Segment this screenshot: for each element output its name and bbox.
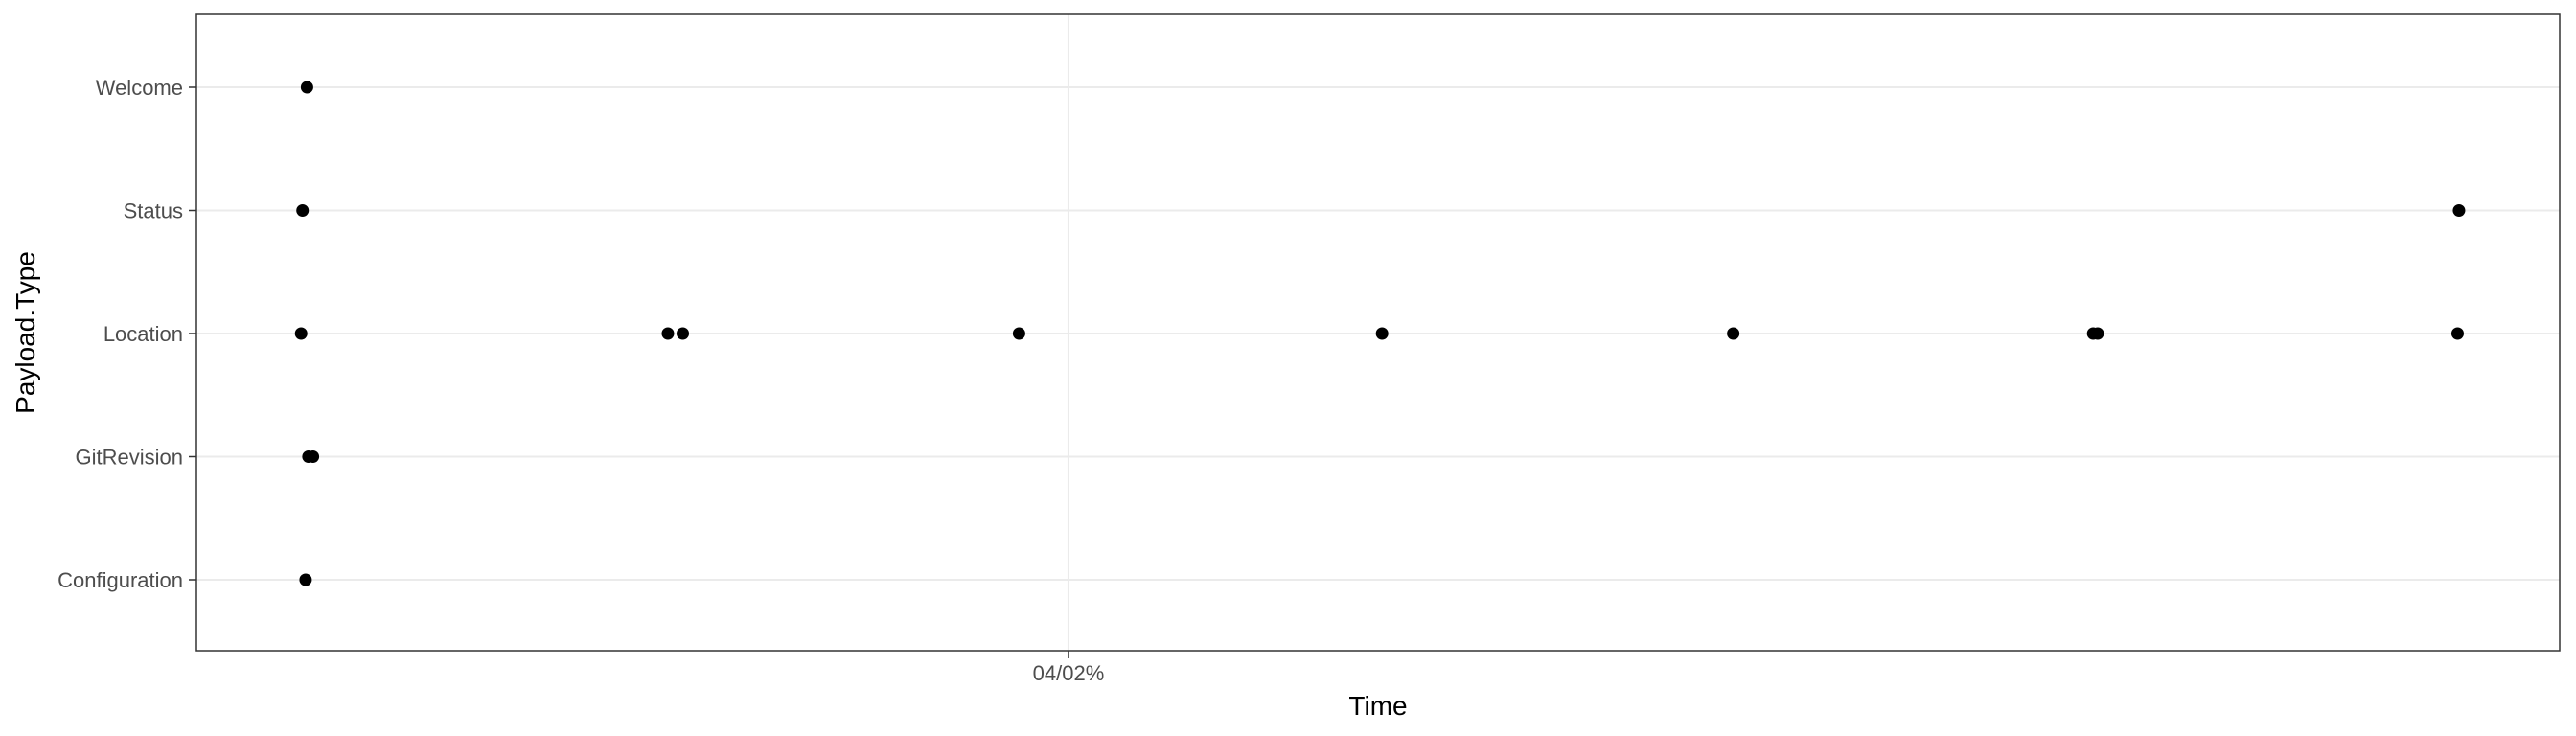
y-tick-label: Configuration: [58, 568, 183, 592]
x-axis-ticks: 04/02%: [1033, 651, 1105, 685]
data-point: [307, 450, 320, 463]
data-point: [294, 327, 308, 340]
x-axis-label: Time: [1348, 691, 1407, 721]
data-point: [299, 573, 312, 586]
data-point: [1375, 327, 1389, 340]
y-tick-label: Location: [104, 322, 183, 346]
data-point: [677, 327, 690, 340]
data-point: [300, 80, 313, 94]
data-point: [1727, 327, 1740, 340]
y-tick-label: Welcome: [96, 76, 183, 100]
x-tick-label: 04/02%: [1033, 661, 1105, 685]
data-points: [294, 80, 2466, 586]
y-tick-label: Status: [124, 199, 183, 223]
data-point: [1012, 327, 1025, 340]
data-point: [2091, 327, 2104, 340]
data-point: [2450, 327, 2464, 340]
y-axis-ticks: Welcome Status Location GitRevision Configur…: [58, 76, 196, 592]
plot-panel-border: [196, 13, 2561, 652]
data-point: [661, 327, 675, 340]
y-axis-label: Payload.Type: [11, 251, 40, 414]
y-tick-label: GitRevision: [76, 446, 183, 470]
data-point: [2452, 204, 2466, 217]
data-point: [296, 204, 310, 217]
